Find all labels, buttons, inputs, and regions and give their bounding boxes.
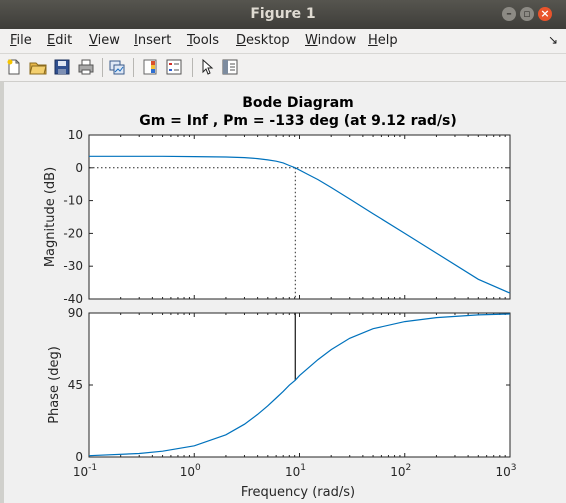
property-editor-icon[interactable]	[221, 58, 239, 76]
magnitude-ylabel: Magnitude (dB)	[43, 167, 58, 267]
x-tick-label: 103	[495, 463, 516, 479]
frequency-xlabel: Frequency (rad/s)	[241, 485, 355, 500]
maximize-button[interactable]: ▫	[520, 7, 534, 21]
menu-view[interactable]: View	[89, 33, 120, 48]
menu-help[interactable]: Help	[368, 33, 398, 48]
toolbar	[0, 54, 566, 82]
toolbar-separator	[192, 58, 193, 77]
x-tick-label: 102	[390, 463, 411, 479]
magnitude-series[interactable]	[89, 155, 511, 294]
magnitude-ticks: 10 0 -10 -20 -30 -40	[63, 128, 510, 306]
background-window-edge	[0, 82, 4, 503]
figure-canvas: Bode Diagram Gm = Inf , Pm = -133 deg (a…	[0, 82, 566, 503]
menu-bar: File Edit View Insert Tools Desktop Wind…	[0, 29, 566, 54]
y-tick-label: -10	[63, 194, 83, 208]
save-icon[interactable]	[53, 58, 71, 76]
magnitude-axes[interactable]	[88, 134, 511, 300]
link-plot-icon[interactable]	[108, 58, 126, 76]
menu-file[interactable]: File	[10, 33, 32, 48]
y-tick-label: -30	[63, 259, 83, 273]
print-icon[interactable]	[77, 58, 95, 76]
chart-title: Bode Diagram	[242, 95, 354, 111]
toolbar-separator	[133, 58, 134, 77]
new-figure-icon[interactable]	[5, 58, 23, 76]
menu-edit[interactable]: Edit	[47, 33, 73, 48]
pointer-icon[interactable]	[198, 58, 216, 76]
y-tick-label: 45	[68, 378, 83, 392]
y-tick-label: 0	[75, 450, 83, 464]
y-tick-label: -20	[63, 226, 83, 240]
x-tick-label: 10-1	[73, 463, 97, 479]
menu-tools[interactable]: Tools	[187, 33, 220, 48]
chart-subtitle: Gm = Inf , Pm = -133 deg (at 9.12 rad/s)	[139, 113, 457, 129]
minimize-button[interactable]: –	[502, 7, 516, 21]
toolbar-separator	[102, 58, 103, 77]
colorbar-icon[interactable]	[141, 58, 159, 76]
x-tick-label: 101	[285, 463, 306, 479]
window-titlebar: Figure 1 – ▫ ×	[0, 0, 566, 29]
phase-axes[interactable]	[88, 312, 511, 458]
close-button[interactable]: ×	[538, 7, 552, 21]
menu-window[interactable]: Window	[305, 33, 357, 48]
open-file-icon[interactable]	[29, 58, 47, 76]
bode-plot: Bode Diagram Gm = Inf , Pm = -133 deg (a…	[43, 95, 517, 500]
menu-desktop[interactable]: Desktop	[236, 33, 290, 48]
phase-ticks: 90 45 0	[68, 306, 510, 464]
y-tick-label: 10	[68, 128, 83, 142]
x-tick-label: 100	[180, 463, 201, 479]
y-tick-label: 90	[68, 306, 83, 320]
y-tick-label: 0	[75, 161, 83, 175]
phase-series[interactable]	[88, 313, 511, 457]
legend-icon[interactable]	[165, 58, 183, 76]
window-title: Figure 1	[250, 6, 316, 22]
y-tick-label: -40	[63, 292, 83, 306]
menu-insert[interactable]: Insert	[134, 33, 172, 48]
phase-ylabel: Phase (deg)	[47, 346, 62, 424]
menu-dock-arrow-icon[interactable]: ↘	[547, 33, 558, 47]
